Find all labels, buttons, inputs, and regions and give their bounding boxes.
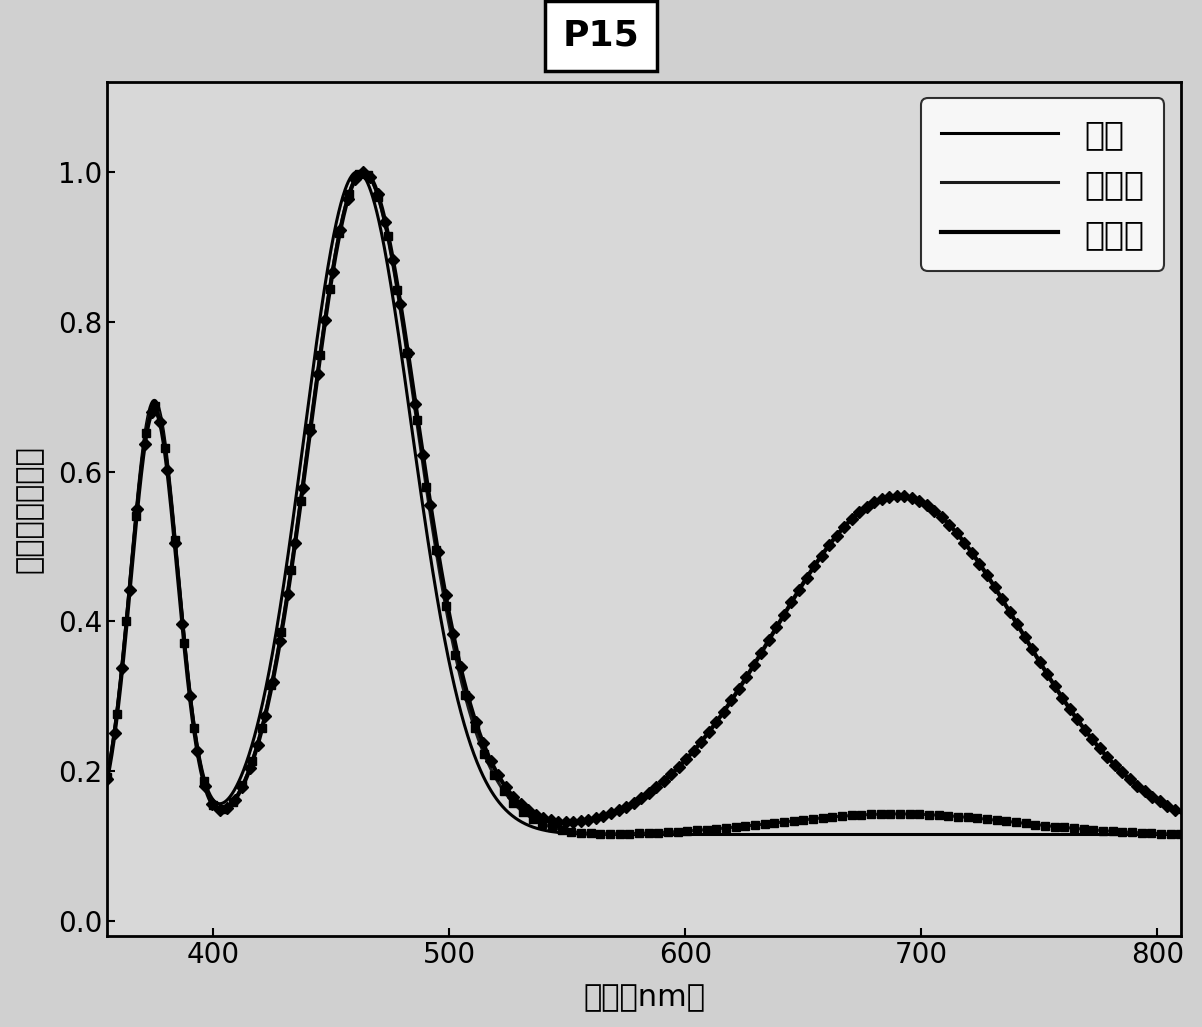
苯甲醜	[356, 165, 370, 178]
甲苯	[594, 828, 608, 840]
Line: 苯甲腹: 苯甲腹	[107, 172, 1180, 823]
甲苯	[155, 416, 169, 428]
苯甲腹	[1173, 806, 1188, 819]
苯甲醜	[155, 421, 169, 433]
苯甲醜	[100, 771, 114, 784]
甲苯	[623, 829, 637, 841]
苯甲腹	[561, 816, 576, 829]
苯甲醜	[1143, 827, 1158, 839]
Line: 苯甲醜: 苯甲醜	[107, 172, 1180, 834]
苯甲醜	[594, 828, 608, 840]
苯甲腹	[595, 810, 609, 823]
甲苯	[1143, 829, 1158, 841]
甲苯	[1173, 829, 1188, 841]
甲苯	[1143, 829, 1158, 841]
Y-axis label: 归一化的吸收值: 归一化的吸收值	[14, 445, 44, 573]
Text: P15: P15	[563, 18, 639, 53]
苯甲醜	[946, 810, 960, 823]
甲苯	[946, 829, 960, 841]
Line: 甲苯: 甲苯	[107, 172, 1180, 835]
苯甲腹	[1143, 789, 1158, 801]
苯甲腹	[946, 524, 960, 536]
甲苯	[861, 829, 875, 841]
苯甲醜	[1173, 828, 1188, 840]
X-axis label: 波长（nm）: 波长（nm）	[583, 983, 706, 1012]
苯甲醜	[623, 828, 637, 840]
甲苯	[100, 769, 114, 782]
苯甲腹	[155, 425, 169, 438]
苯甲腹	[100, 772, 114, 785]
苯甲醜	[1143, 827, 1158, 839]
苯甲腹	[1143, 790, 1158, 802]
苯甲腹	[623, 798, 637, 810]
Legend: 甲苯, 苯甲醜, 苯甲腹: 甲苯, 苯甲醜, 苯甲腹	[921, 99, 1165, 271]
甲苯	[350, 165, 364, 178]
苯甲腹	[356, 165, 370, 178]
